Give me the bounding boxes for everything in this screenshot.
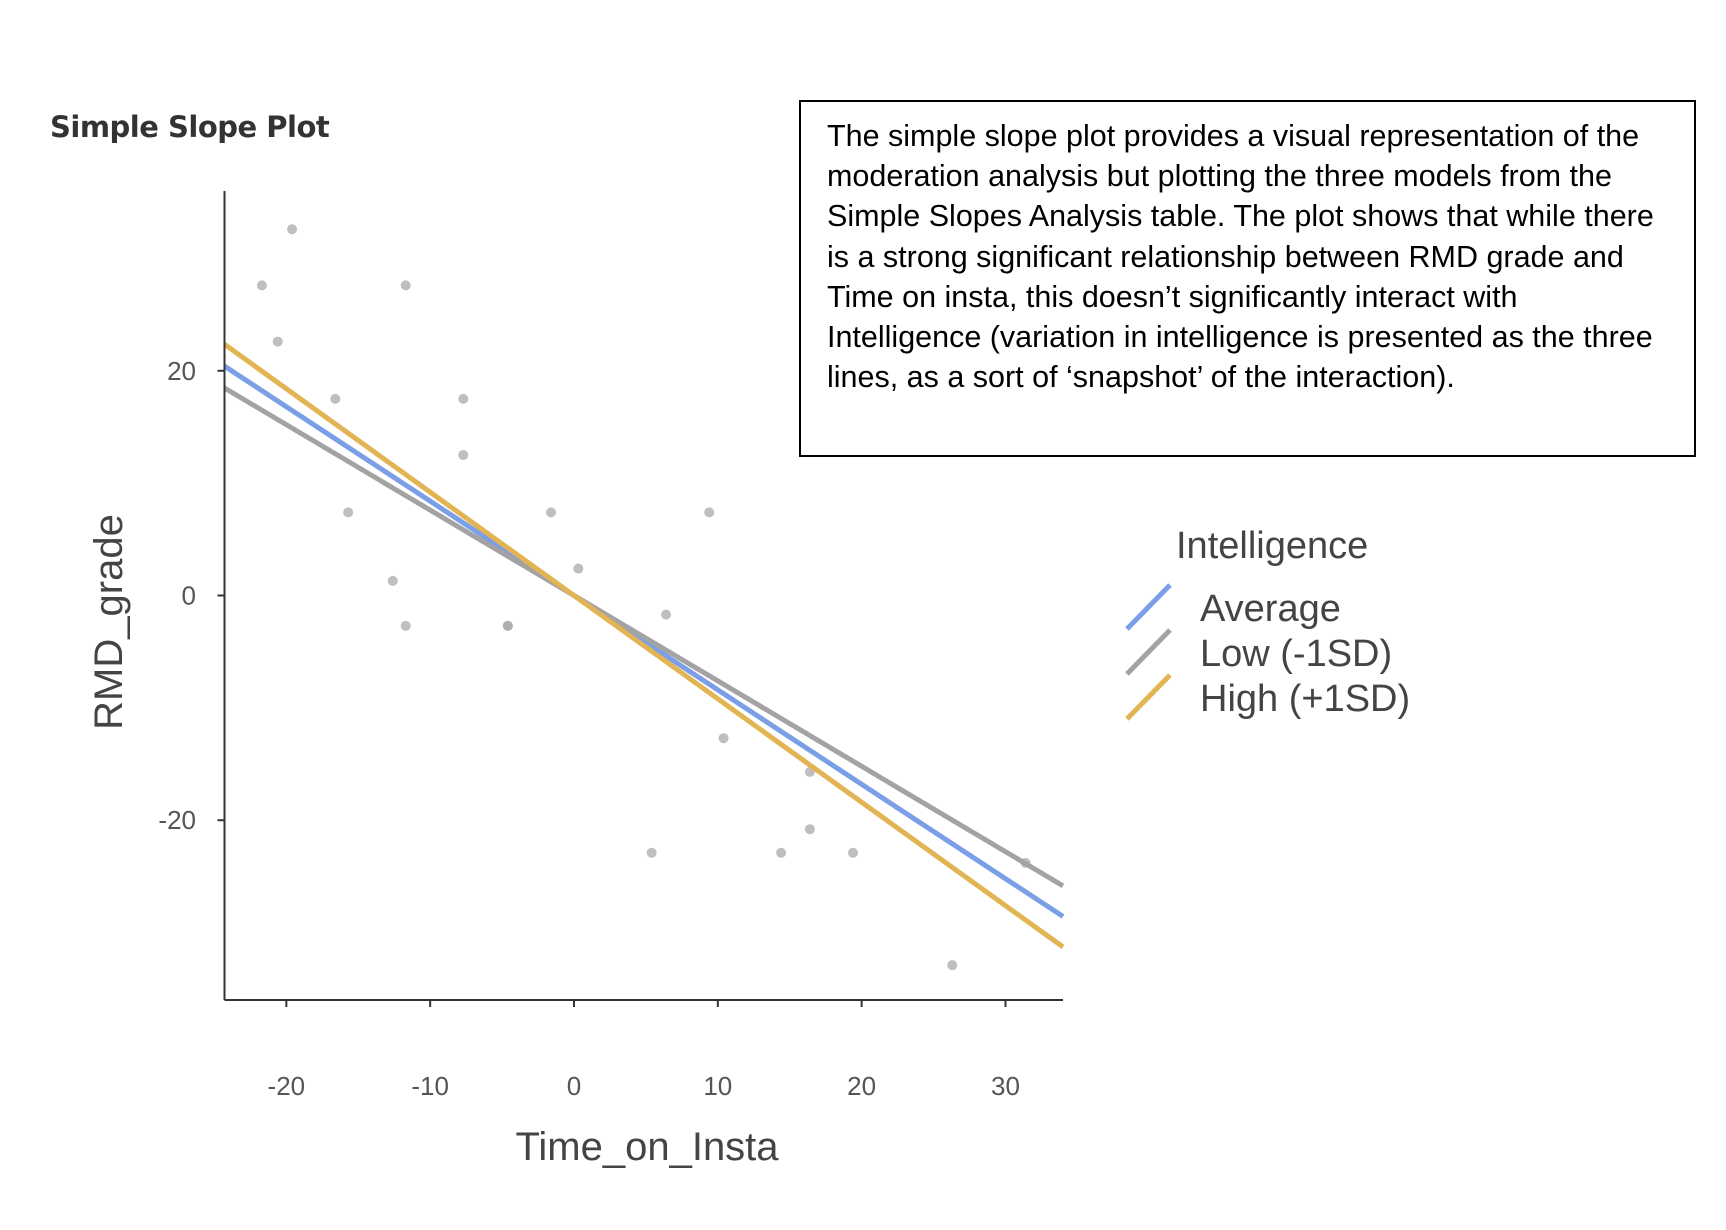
legend-title: Intelligence [1176,525,1368,567]
data-point [330,393,341,404]
data-point [776,847,787,858]
legend-label: High (+1SD) [1200,678,1410,720]
legend-label: Low (-1SD) [1200,633,1392,675]
legend-swatch [1125,583,1172,631]
data-point [804,824,815,835]
data-point [343,507,354,518]
y-tick-label: 0 [182,581,196,611]
data-point [458,393,469,404]
slope-line-1 [223,385,1065,888]
data-point [704,507,715,518]
x-axis-title: Time_on_Insta [515,1125,779,1169]
slope-line-0 [223,364,1065,919]
x-tick-label: 0 [567,1071,581,1101]
x-tick-label: 30 [991,1071,1020,1101]
y-axis-title: RMD_grade [87,514,131,730]
legend-swatch [1125,673,1172,721]
x-tick-label: -20 [268,1071,306,1101]
legend-swatch [1125,628,1172,676]
data-point [545,507,556,518]
y-tick-label: 20 [167,356,196,386]
y-tick-label: -20 [158,805,196,835]
explanation-note: The simple slope plot provides a visual … [799,100,1696,457]
x-tick-label: 10 [703,1071,732,1101]
data-point [272,336,283,347]
data-point [287,224,298,235]
data-point [387,575,398,586]
scatter-points [256,224,1031,971]
legend-label: Average [1200,588,1341,630]
data-point [848,847,859,858]
data-point [661,609,672,620]
data-point [400,620,411,631]
x-tick-label: 20 [847,1071,876,1101]
slope-line-2 [223,342,1065,949]
data-point [573,563,584,574]
data-point [256,280,267,291]
page-title: Simple Slope Plot [50,110,330,144]
data-point [400,280,411,291]
x-tick-label: -10 [411,1071,449,1101]
axes: -20 -10 0 10 20 30 20 0 -20 [158,191,1063,1101]
data-point [646,847,657,858]
data-point [458,450,469,461]
data-point [947,960,958,971]
slope-lines [223,342,1065,949]
data-point [502,620,513,631]
data-point [718,733,729,744]
